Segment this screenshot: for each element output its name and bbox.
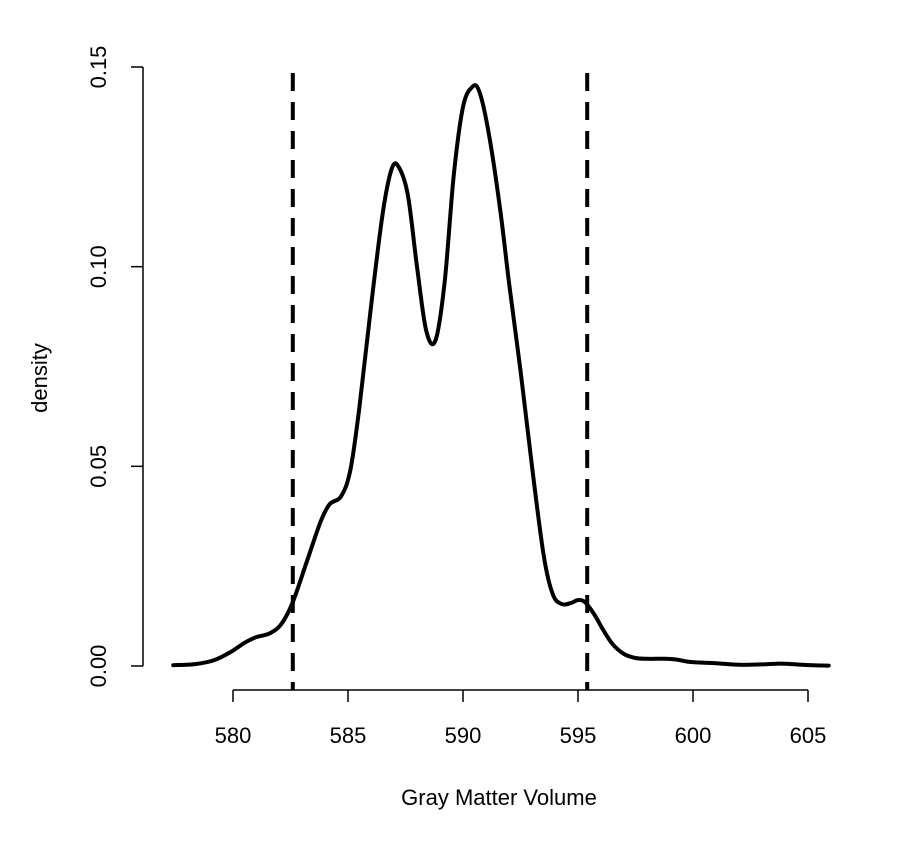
y-axis: 0.00 0.05 0.10 0.15 xyxy=(86,46,144,688)
x-tick-label: 585 xyxy=(330,723,367,748)
x-tick-label: 600 xyxy=(675,723,712,748)
x-axis: 580 585 590 595 600 605 xyxy=(215,689,827,748)
y-tick-label: 0.05 xyxy=(86,445,111,488)
x-tick-label: 580 xyxy=(215,723,252,748)
plot-area xyxy=(171,73,831,690)
x-tick-label: 590 xyxy=(445,723,482,748)
x-axis-title: Gray Matter Volume xyxy=(401,785,597,810)
x-tick-label: 605 xyxy=(790,723,827,748)
y-tick-label: 0.15 xyxy=(86,46,111,89)
y-axis-title: density xyxy=(27,343,52,413)
y-tick-label: 0.10 xyxy=(86,245,111,288)
x-tick-label: 595 xyxy=(560,723,597,748)
density-curve xyxy=(171,83,831,668)
y-tick-label: 0.00 xyxy=(86,645,111,688)
